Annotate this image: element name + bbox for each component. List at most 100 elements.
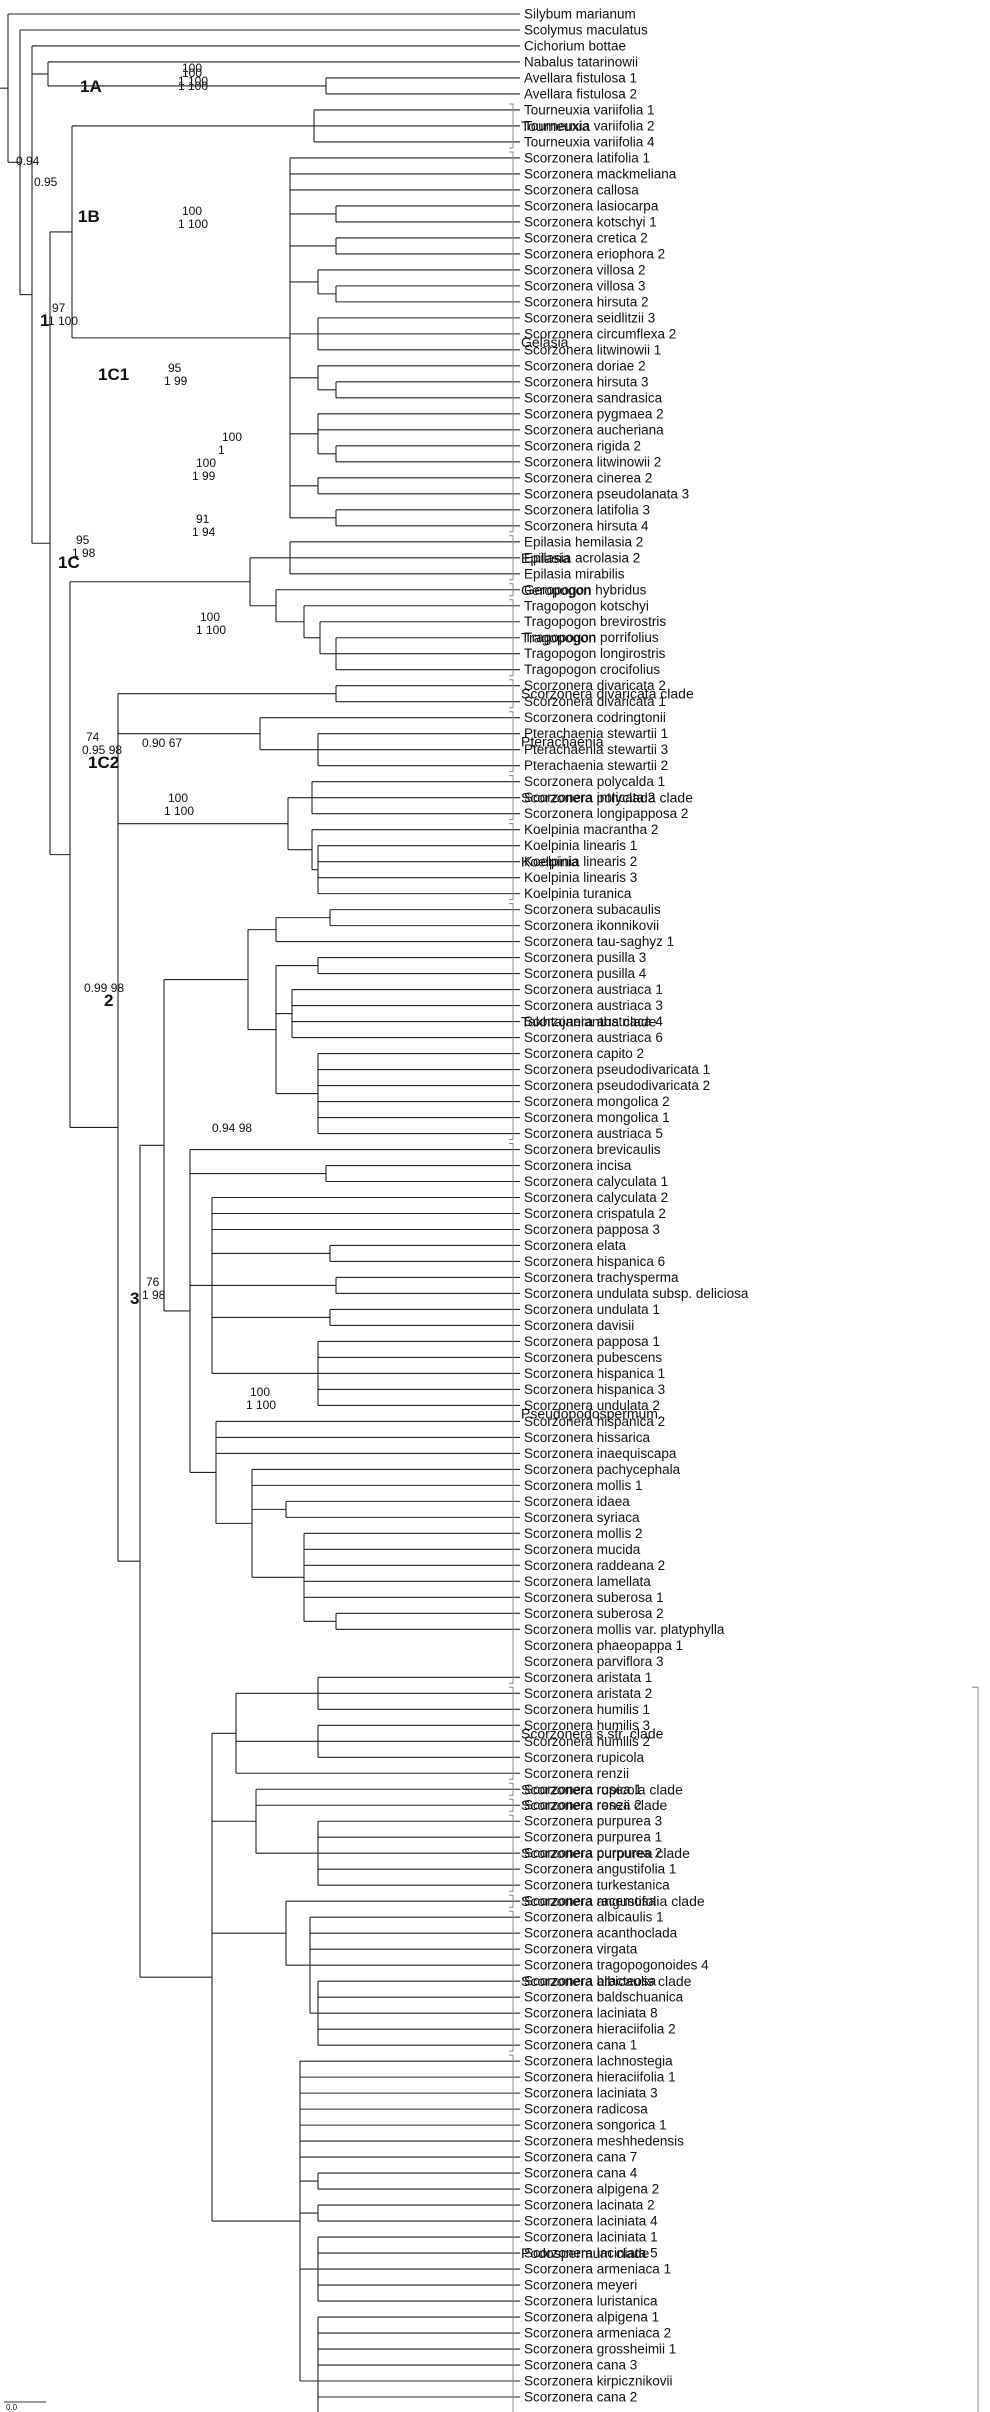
clade-bracket	[509, 1910, 514, 2052]
taxon-label: Scorzonera laciniata 4	[524, 2214, 658, 2229]
taxon-label: Epilasia mirabilis	[524, 566, 625, 581]
clade-bracket	[509, 679, 514, 709]
taxon-label: Scorzonera pseudolanata 3	[524, 486, 689, 501]
taxon-label: Scorzonera papposa 3	[524, 1222, 660, 1237]
taxon-label: Scorzonera villosa 3	[524, 278, 646, 293]
taxon-label: Scorzonera bracteosa	[524, 1974, 657, 1989]
taxon-label: Scorzonera meyeri	[524, 2278, 637, 2293]
taxon-label: Scorzonera mongolica 2	[524, 1094, 670, 1109]
taxon-label: Nabalus tatarinowii	[524, 54, 638, 69]
taxon-label: Tragopogon brevirostris	[524, 614, 666, 629]
taxon-label: Scorzonera pygmaea 2	[524, 406, 664, 421]
taxon-label: Scorzonera hispanica 6	[524, 1254, 665, 1269]
support-above: 91	[196, 512, 210, 526]
taxon-label: Epilasia acrolasia 2	[524, 550, 640, 565]
taxon-label: Scorzonera lamellata	[524, 1574, 651, 1589]
clade-label: Scorzonera rupicola clade	[521, 1781, 683, 1797]
clade-label: Pseudopodospermum	[521, 1405, 658, 1421]
taxon-label: Scorzonera albicaulis 1	[524, 1910, 664, 1925]
taxon-label: Tourneuxia variifolia 4	[524, 134, 655, 149]
clade-label: Scorzonera polyclada clade	[521, 790, 693, 806]
taxon-label: Scorzonera elata	[524, 1238, 627, 1253]
taxon-label: Scorzonera raddeana 2	[524, 1558, 665, 1573]
taxon-label: Scorzonera lasiocarpa	[524, 198, 659, 213]
node-label: 1C2	[88, 753, 119, 772]
taxon-label: Scorzonera davisii	[524, 1318, 634, 1333]
scale-bar: 0.0	[4, 2401, 46, 2412]
support-above: 0.94 98	[212, 1121, 252, 1135]
taxon-label: Tragopogon porrifolius	[524, 630, 659, 645]
taxon-label: Tragopogon crocifolius	[524, 662, 660, 677]
taxon-label: Scorzonera hispanica 1	[524, 1366, 665, 1381]
taxon-label: Scorzonera mongolica 1	[524, 1110, 670, 1125]
taxon-label: Tragopogon longirostris	[524, 646, 666, 661]
taxon-label: Scorzonera armeniaca 2	[524, 2326, 671, 2341]
clade-bracket	[509, 535, 514, 581]
clade-bracket	[509, 1686, 514, 1780]
taxon-label: Koelpinia macrantha 2	[524, 822, 658, 837]
taxon-label: Scorzonera divaricata 2	[524, 678, 666, 693]
clade-label: Pterachaenia	[521, 734, 604, 750]
taxon-label: Pterachaenia stewartii 3	[524, 742, 668, 757]
support-above: 0.94	[16, 154, 40, 168]
support-above: 100	[200, 610, 220, 624]
taxon-label: Scorzonera alpigena 2	[524, 2182, 659, 2197]
taxon-label: Scorzonera tragopogonoides 4	[524, 1958, 709, 1973]
taxon-label: Scorzonera mollis 1	[524, 1478, 643, 1493]
taxon-label: Scorzonera pachycephala	[524, 1462, 681, 1477]
taxon-label: Scorzonera laciniata 1	[524, 2230, 658, 2245]
taxon-label: Scorzonera rupicola	[524, 1750, 645, 1765]
scorzonera-bracket	[972, 1686, 979, 2412]
taxon-label: Scorzonera laciniata 5	[524, 2246, 658, 2261]
clade-bracket	[509, 711, 514, 773]
support-above: 100	[250, 1385, 270, 1399]
taxon-label: Scorzonera longipapposa 2	[524, 806, 688, 821]
clade-label: Koelpinia	[521, 854, 579, 870]
taxon-label: Scorzonera luristanica	[524, 2294, 658, 2309]
taxon-label: Scorzonera humilis 3	[524, 1718, 650, 1733]
support-above: 100	[182, 204, 202, 218]
support-above: 100	[182, 61, 202, 75]
taxon-label: Tourneuxia variifolia 1	[524, 102, 655, 117]
taxon-label: Scorzonera racemosa	[524, 1894, 657, 1909]
taxon-label: Scorzonera litwinowii 1	[524, 342, 661, 357]
taxon-label: Scorzonera hieraciifolia 2	[524, 2022, 676, 2037]
clade-label: Scorzonera purpurea clade	[521, 1845, 690, 1861]
taxon-label: Scorzonera humilis 1	[524, 1702, 650, 1717]
taxon-label: Scorzonera pseudodivaricata 2	[524, 1078, 710, 1093]
clade-bracket	[509, 1798, 514, 1812]
taxon-label: Scorzonera austriaca 3	[524, 998, 663, 1013]
taxon-label: Scorzonera mucida	[524, 1542, 641, 1557]
taxon-label: Scorzonera baldschuanica	[524, 1990, 684, 2005]
taxon-label: Scorzonera hirsuta 3	[524, 374, 649, 389]
support-above: 0.99 98	[84, 981, 124, 995]
taxon-label: Scorzonera aristata 1	[524, 1670, 652, 1685]
clade-label: Scorzonera s.str. clade	[521, 1725, 664, 1741]
support-below: 1 100	[178, 217, 208, 231]
taxon-label: Scorzonera doriae 2	[524, 358, 646, 373]
taxon-label: Scorzonera lachnostegia	[524, 2054, 673, 2069]
clade-label: Tourneuxia	[521, 118, 590, 134]
node-label: 1	[40, 311, 49, 330]
taxon-label: Koelpinia linearis 3	[524, 870, 637, 885]
taxon-label: Koelpinia turanica	[524, 886, 632, 901]
taxon-label: Pterachaenia stewartii 2	[524, 758, 668, 773]
support-below: 1 100	[164, 804, 194, 818]
clade-label: Scorzonera divaricata clade	[521, 686, 694, 702]
support-below: 1 98	[72, 546, 96, 560]
clade-label: Scorzonera albicaulis clade	[521, 1973, 692, 1989]
taxon-label: Scorzonera hirsuta 2	[524, 294, 649, 309]
taxon-label: Scorzonera austriaca 4	[524, 1014, 663, 1029]
taxon-label: Scorzonera brevicaulis	[524, 1142, 661, 1157]
support-below: 0.95 98	[82, 743, 122, 757]
taxon-label: Scolymus maculatus	[524, 22, 648, 37]
taxon-label: Scorzonera incisa	[524, 1158, 632, 1173]
clade-bracket	[509, 151, 514, 533]
taxon-label: Scorzonera phaeopappa 1	[524, 1638, 683, 1653]
taxon-label: Scorzonera litwinowii 2	[524, 454, 661, 469]
taxon-label: Scorzonera hispanica 3	[524, 1382, 665, 1397]
clade-bracket	[509, 583, 514, 597]
taxon-label: Scorzonera villosa 2	[524, 262, 646, 277]
